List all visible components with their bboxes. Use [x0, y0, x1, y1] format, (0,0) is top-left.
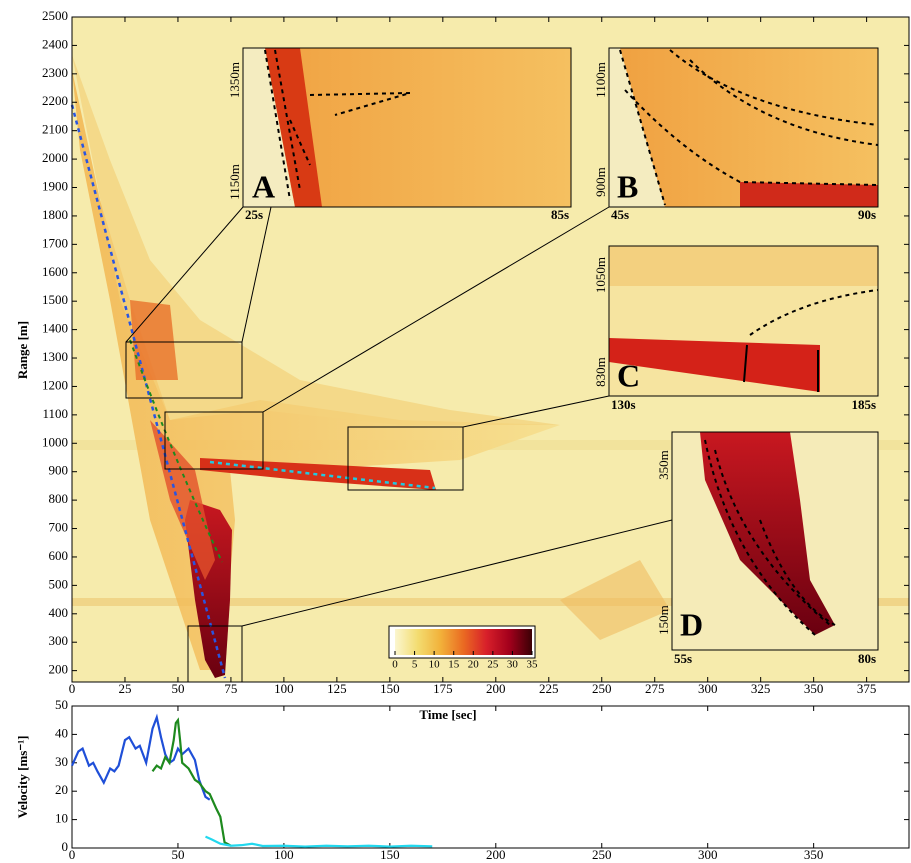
colorbar-tick-label: 35: [527, 659, 539, 671]
x-tick-label: 275: [645, 681, 665, 696]
colorbar-tick-label: 15: [448, 659, 460, 671]
inset-x-label: 130s: [611, 397, 636, 412]
colorbar-tick-label: 10: [429, 659, 441, 671]
inset-y-label: 1150m: [227, 164, 242, 200]
x-tick-label: 200: [486, 847, 506, 862]
x-tick-label: 350: [804, 681, 824, 696]
x-tick-label: 300: [698, 847, 718, 862]
figure: A 1350m 1150m 25s 85s B 1100m 900m 45s 9…: [0, 0, 911, 863]
y-tick-label: 2400: [42, 36, 68, 51]
inset-y-label: 900m: [593, 167, 608, 197]
inset-y-label: 350m: [656, 450, 671, 480]
inset-x-label: 25s: [245, 207, 263, 222]
x-tick-label: 375: [857, 681, 877, 696]
x-axis-title: Time [sec]: [419, 707, 476, 722]
y-tick-label: 1700: [42, 235, 68, 250]
y-tick-label: 200: [49, 662, 69, 677]
y-tick-label: 1000: [42, 434, 68, 449]
inset-x-label: 55s: [674, 651, 692, 666]
y-tick-label: 1300: [42, 349, 68, 364]
x-tick-label: 300: [698, 681, 718, 696]
inset-x-label: 80s: [858, 651, 876, 666]
x-tick-label: 25: [118, 681, 131, 696]
colorbar-tick-label: 30: [507, 659, 519, 671]
y-tick-label: 10: [55, 811, 68, 826]
y-tick-label: 1400: [42, 321, 68, 336]
y-tick-label: 1100: [42, 406, 68, 421]
y-tick-label: 1500: [42, 292, 68, 307]
y-tick-label: 1200: [42, 377, 68, 392]
inset-y-label: 830m: [593, 357, 608, 387]
x-tick-label: 325: [751, 681, 771, 696]
x-tick-label: 100: [274, 847, 294, 862]
inset-x-label: 85s: [551, 207, 569, 222]
y-tick-label: 1600: [42, 264, 68, 279]
x-tick-label: 0: [69, 681, 76, 696]
inset-d: D 350m 150m 55s 80s: [656, 432, 878, 666]
x-tick-label: 50: [171, 681, 184, 696]
colorbar-tick-label: 5: [412, 659, 418, 671]
y-tick-label: 600: [49, 548, 69, 563]
y-tick-label: 40: [55, 725, 68, 740]
inset-y-label: 150m: [656, 605, 671, 635]
y-tick-label: 1900: [42, 178, 68, 193]
inset-y-label: 1100m: [593, 62, 608, 98]
y-tick-label: 900: [49, 463, 69, 478]
y-tick-label: 1800: [42, 207, 68, 222]
x-tick-label: 150: [380, 681, 400, 696]
velocity-line: [72, 717, 210, 799]
x-tick-label: 225: [539, 681, 559, 696]
x-tick-label: 175: [433, 681, 453, 696]
y-tick-label: 2000: [42, 150, 68, 165]
x-tick-label: 75: [224, 681, 237, 696]
inset-label: A: [252, 168, 275, 204]
y-tick-label: 700: [49, 520, 69, 535]
y-tick-label: 30: [55, 754, 68, 769]
x-tick-label: 200: [486, 681, 506, 696]
x-tick-label: 0: [69, 847, 76, 862]
y-tick-label: 0: [62, 839, 69, 854]
x-tick-label: 350: [804, 847, 824, 862]
x-tick-label: 250: [592, 681, 612, 696]
inset-x-label: 45s: [611, 207, 629, 222]
velocity-line: [153, 720, 231, 846]
inset-y-label: 1350m: [227, 62, 242, 98]
x-tick-label: 50: [171, 847, 184, 862]
x-tick-label: 100: [274, 681, 294, 696]
inset-label: C: [617, 357, 640, 393]
y-tick-label: 50: [55, 697, 68, 712]
inset-y-label: 1050m: [593, 257, 608, 293]
inset-x-label: 185s: [851, 397, 876, 412]
colorbar: [395, 629, 532, 655]
y-tick-label: 2500: [42, 8, 68, 23]
y-tick-label: 20: [55, 782, 68, 797]
y-tick-label: 2200: [42, 93, 68, 108]
x-tick-label: 150: [380, 847, 400, 862]
inset-label: D: [680, 606, 703, 642]
y-axis-title: Velocity [ms⁻¹]: [15, 736, 30, 819]
inset-x-label: 90s: [858, 207, 876, 222]
y-tick-label: 2100: [42, 122, 68, 137]
y-axis-title: Range [m]: [15, 321, 30, 379]
inset-label: B: [617, 168, 638, 204]
colorbar-tick-label: 25: [487, 659, 499, 671]
y-tick-label: 500: [49, 576, 69, 591]
inset-b: B 1100m 900m 45s 90s: [593, 48, 878, 222]
colorbar-tick-label: 20: [468, 659, 480, 671]
y-tick-label: 800: [49, 491, 69, 506]
colorbar-tick-label: 0: [392, 659, 398, 671]
velocity-line: [205, 837, 432, 847]
inset-c: C 1050m 830m 130s 185s: [593, 246, 878, 412]
x-tick-label: 125: [327, 681, 347, 696]
y-tick-label: 400: [49, 605, 69, 620]
x-tick-label: 250: [592, 847, 612, 862]
inset-a: A 1350m 1150m 25s 85s: [227, 48, 571, 222]
y-tick-label: 2300: [42, 65, 68, 80]
y-tick-label: 300: [49, 633, 69, 648]
